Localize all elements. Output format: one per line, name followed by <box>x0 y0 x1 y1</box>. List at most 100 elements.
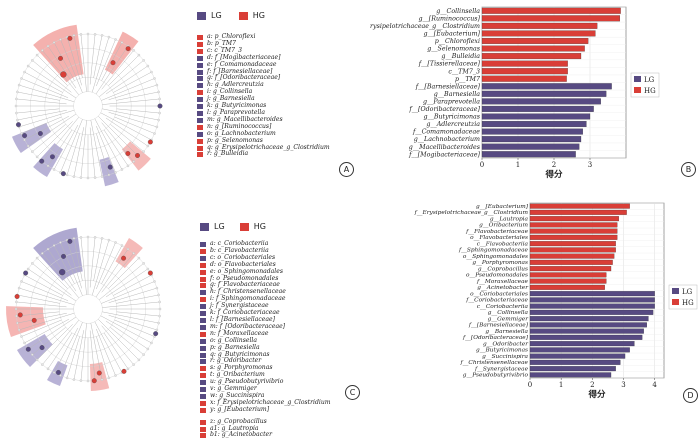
x-tick-label: 3 <box>588 161 592 169</box>
legend-hg-swatch <box>238 11 248 20</box>
clado-leaf <box>114 374 117 377</box>
taxon-label: i: g_Collinsella <box>207 88 253 96</box>
legend-hg-swatch <box>634 87 641 93</box>
category-label: g__Butyricimonas <box>424 114 481 121</box>
taxa-list-a: a: p_Chloroflexi b: p_TM7 c: c_TM7_3 d: f_[… <box>197 33 330 158</box>
bar <box>481 30 596 37</box>
taxon-swatch <box>200 304 206 310</box>
clado-branch <box>27 268 77 302</box>
clado-leaf <box>35 53 39 57</box>
taxon-item: n: f_Moraxellaceae <box>200 330 331 338</box>
clado-branch <box>93 238 103 281</box>
bar <box>481 60 568 67</box>
clado-branch <box>66 133 80 175</box>
clado-branch <box>42 50 80 96</box>
clado-leaf <box>155 125 159 129</box>
taxon-label: d: f_[Mogibacteriaceae] <box>207 53 281 61</box>
clado-branch <box>80 323 87 381</box>
taxon-item: s: g_Porphyromonas <box>200 364 331 372</box>
clado-leaf <box>31 262 34 265</box>
legend-lg-label: LG <box>211 11 222 20</box>
clado-leaf <box>72 34 76 37</box>
clado-leaf <box>146 64 150 68</box>
taxon-item: i: f_Sphingomonadaceae <box>200 295 331 303</box>
cladogram-c-tree <box>6 227 162 391</box>
taxon-item: c: c_TM7_3 <box>197 47 330 55</box>
taxon-swatch <box>200 345 206 351</box>
bar <box>529 284 605 290</box>
taxon-label: b1: g_Acinetobacter <box>210 431 273 439</box>
clado-branch <box>16 98 67 105</box>
taxon-item: c: o_Coriobacteriales <box>200 253 331 262</box>
clado-leaf <box>120 244 124 247</box>
clado-node <box>39 345 45 351</box>
taxon-item: j: g_Barnesiella <box>197 95 330 103</box>
clado-branch <box>114 116 155 134</box>
clado-node <box>67 238 73 244</box>
bar <box>481 90 607 97</box>
clado-leaf <box>15 314 18 318</box>
clado-leaf <box>46 247 50 251</box>
clado-leaf <box>26 144 30 148</box>
clado-branch <box>116 311 160 317</box>
category-label: g__Odoribacter <box>483 341 529 347</box>
clado-branch <box>42 253 80 299</box>
bar <box>529 322 647 328</box>
taxon-item: d: f_[Mogibacteriaceae] <box>197 53 330 62</box>
taxon-item: r: g_Odoribacter <box>200 357 331 365</box>
clado-ring <box>73 294 103 324</box>
taxon-item: l: g_Paraprevotella <box>197 109 330 117</box>
clado-branch <box>101 281 155 304</box>
bar <box>529 353 626 359</box>
clado-branch <box>89 127 96 178</box>
x-tick-label: 1 <box>516 161 520 169</box>
clado-node <box>135 153 140 158</box>
category-label: f__Coriobacteriaceae <box>465 298 528 304</box>
taxon-label: d: o_Flavobacteriales <box>210 260 276 268</box>
taxon-item: l: f_[Barnesiellaceae] <box>200 316 331 324</box>
taxon-label: h: g_Adlercreutzia <box>207 81 264 89</box>
taxon-swatch <box>200 317 206 323</box>
clado-branch <box>36 54 68 86</box>
panel-label-d: D <box>683 388 698 403</box>
clado-leaf <box>100 175 104 178</box>
clado-leaf <box>79 33 83 36</box>
taxon-swatch <box>200 269 206 275</box>
clado-leaf <box>79 379 83 382</box>
clado-branch <box>100 315 152 344</box>
taxon-label: w: g_Succinispira <box>210 391 265 399</box>
clado-leaf <box>46 44 50 48</box>
clado-branch <box>105 117 149 147</box>
taxon-label: q: g_Butyricimonas <box>210 350 270 358</box>
clado-node <box>17 312 23 318</box>
clado-leaf <box>107 238 111 242</box>
clado-leaf <box>158 97 161 101</box>
bar <box>481 128 583 135</box>
clado-node <box>125 46 131 52</box>
taxon-item: d: o_Flavobacteriales <box>200 260 331 269</box>
taxon-label: r: g_Bulleidia <box>207 150 249 158</box>
clado-branch <box>24 71 63 93</box>
clado-branch <box>101 50 134 90</box>
clado-node <box>153 331 159 337</box>
clado-branch <box>108 112 157 128</box>
clado-leaf <box>35 155 39 159</box>
taxon-item: o: g_Collinsella <box>200 337 331 345</box>
bar-chart-d: g__[Eubacterium]f__Erysipelotrichaceae_g… <box>414 202 698 400</box>
taxon-item: j: f_Synergistaceae <box>200 302 331 310</box>
taxon-label: c: o_Coriobacteriales <box>210 253 276 261</box>
taxon-item: n: g_[Ruminococcus] <box>197 123 330 131</box>
taxon-swatch <box>197 83 203 89</box>
clado-leaf <box>120 41 124 44</box>
taxon-swatch <box>197 69 203 75</box>
panel-d: g__[Eubacterium] f__Erysipelotrichaceae_g… <box>370 200 700 409</box>
panel-c: LG HG a: c_Coriobacteriia b: c_Flavobacte… <box>0 205 370 439</box>
clado-leaf <box>52 371 56 374</box>
clado-branch <box>102 98 160 105</box>
clado-branch <box>73 35 83 78</box>
clado-leaf <box>155 286 159 290</box>
clado-branch <box>16 301 67 308</box>
clade-shade <box>99 156 119 187</box>
clado-branch <box>80 34 87 92</box>
clado-leaf <box>100 378 104 381</box>
